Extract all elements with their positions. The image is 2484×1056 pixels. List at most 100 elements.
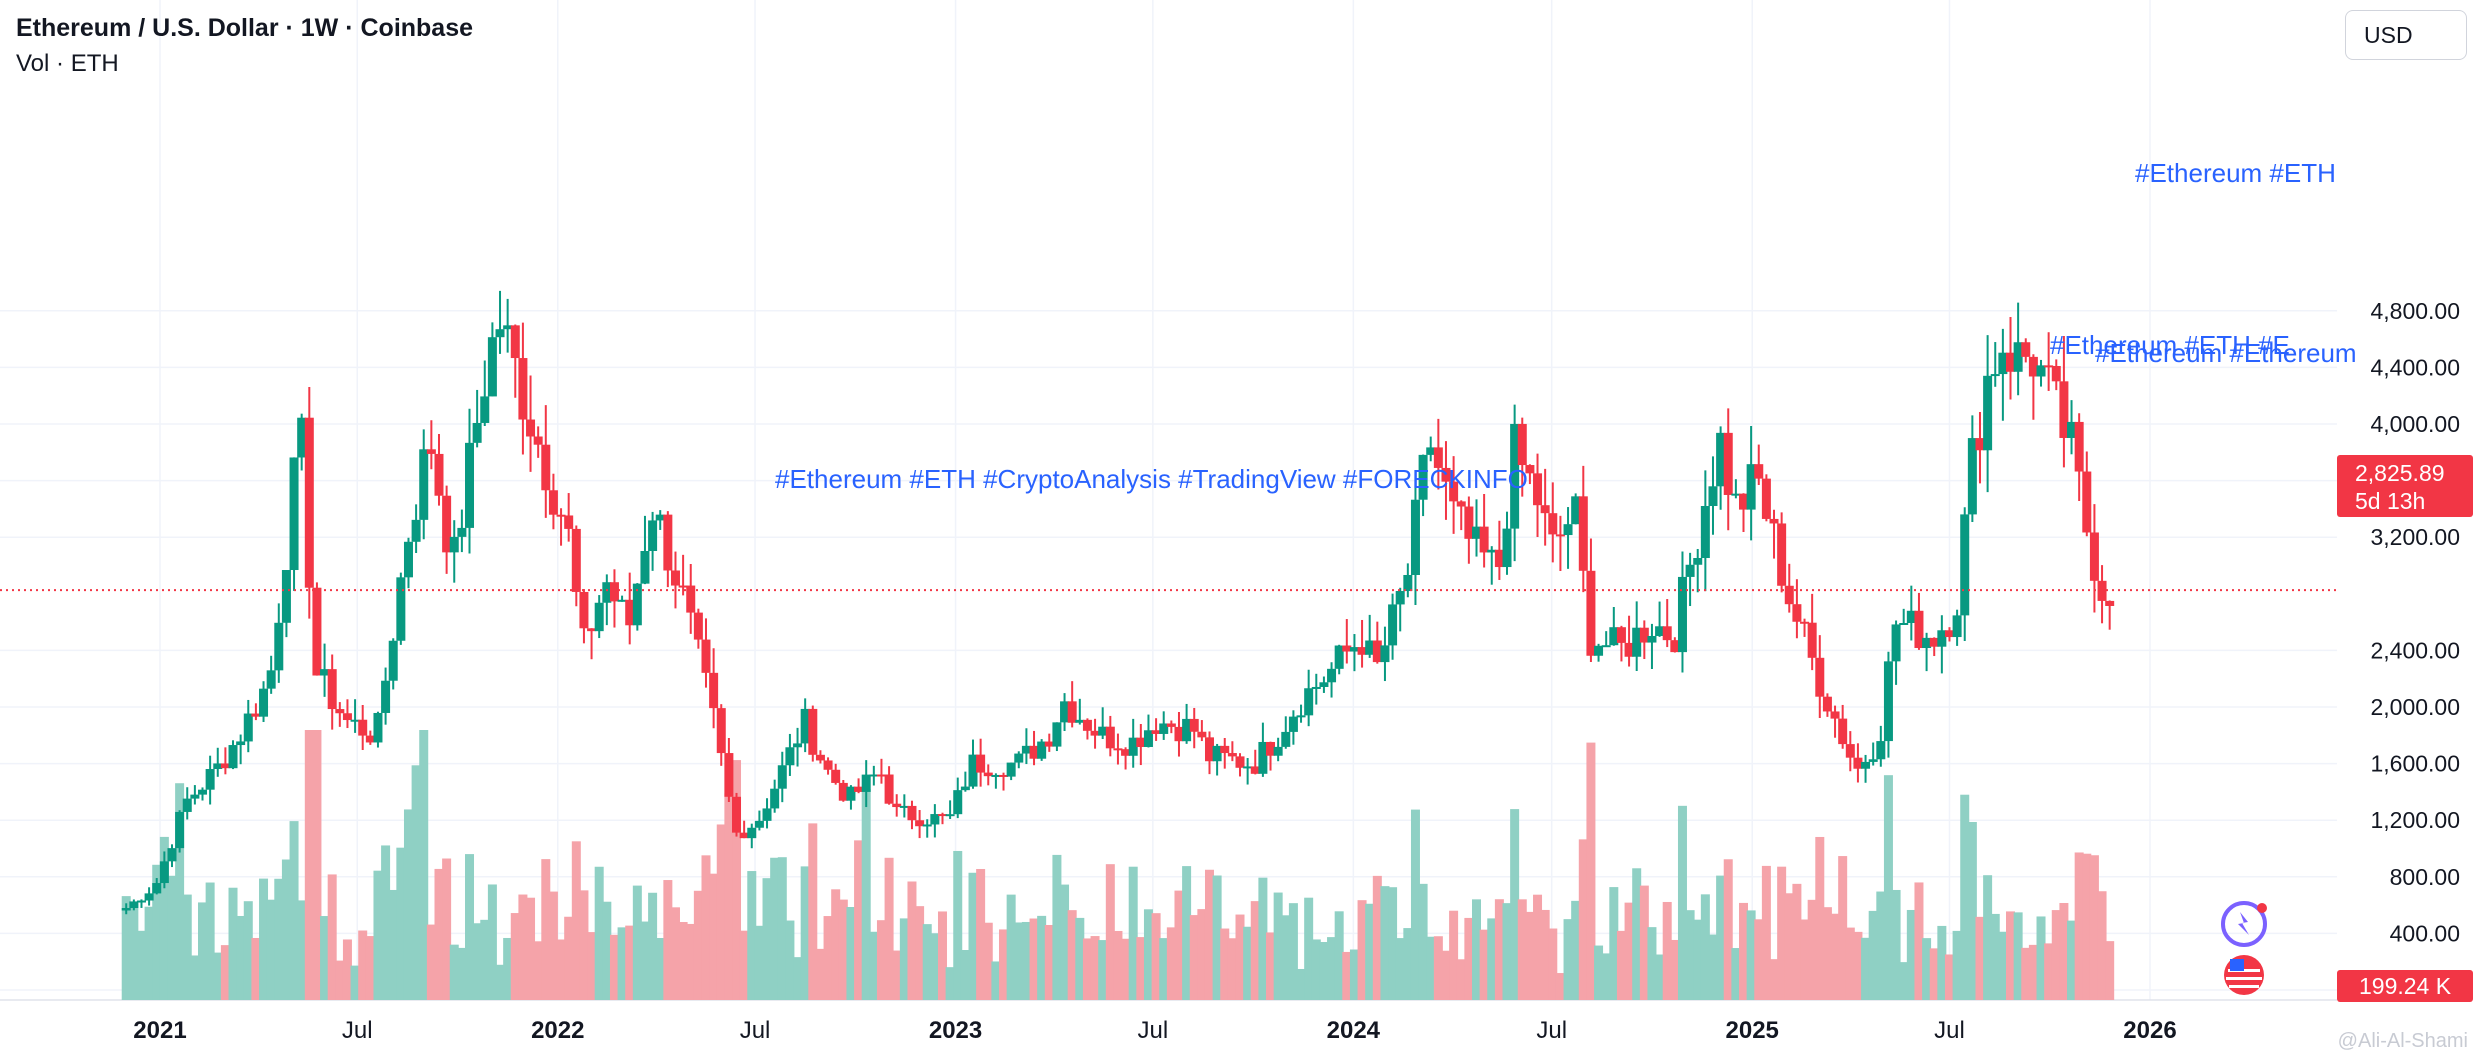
candle-body[interactable] — [365, 735, 375, 743]
candle-body[interactable] — [625, 599, 635, 626]
candle-body[interactable] — [190, 794, 200, 799]
candle-body[interactable] — [434, 453, 444, 496]
candle-body[interactable] — [1944, 630, 1954, 638]
candle-body[interactable] — [968, 754, 978, 787]
candle-body[interactable] — [1922, 637, 1932, 649]
candle-body[interactable] — [167, 848, 177, 862]
candle-body[interactable] — [449, 536, 459, 553]
candle-body[interactable] — [1098, 726, 1108, 736]
candle-body[interactable] — [1487, 549, 1497, 553]
candle-body[interactable] — [747, 827, 757, 839]
candle-body[interactable] — [495, 329, 505, 338]
candle-body[interactable] — [297, 417, 307, 458]
candle-body[interactable] — [2074, 421, 2084, 472]
candle-body[interactable] — [1517, 423, 1527, 466]
candle-body[interactable] — [1983, 375, 1993, 451]
candle-body[interactable] — [2028, 356, 2038, 377]
candle-body[interactable] — [1372, 640, 1382, 663]
candle-body[interactable] — [1067, 701, 1077, 723]
candle-body[interactable] — [1845, 744, 1855, 758]
candle-body[interactable] — [411, 519, 421, 542]
price-axis[interactable]: 4,800.004,400.004,000.003,600.003,200.00… — [2370, 298, 2460, 1003]
candle-body[interactable] — [1891, 624, 1901, 662]
candle-body[interactable] — [358, 719, 368, 736]
candle-body[interactable] — [2105, 600, 2115, 606]
candle-body[interactable] — [1822, 696, 1832, 712]
candle-body[interactable] — [693, 612, 703, 640]
candle-body[interactable] — [1357, 647, 1367, 655]
candle-body[interactable] — [1105, 726, 1115, 749]
candle-body[interactable] — [648, 520, 658, 552]
candle-body[interactable] — [1731, 493, 1741, 496]
candle-body[interactable] — [838, 782, 848, 801]
candle-body[interactable] — [1937, 630, 1947, 647]
candle-body[interactable] — [396, 577, 406, 641]
candle-body[interactable] — [274, 622, 284, 671]
candle-body[interactable] — [159, 861, 169, 884]
candle-body[interactable] — [1212, 745, 1222, 762]
candle-body[interactable] — [1624, 642, 1634, 657]
candle-body[interactable] — [510, 325, 520, 359]
candle-body[interactable] — [976, 754, 986, 773]
candle-body[interactable] — [1830, 711, 1840, 719]
candle-body[interactable] — [1792, 604, 1802, 622]
candle-body[interactable] — [205, 769, 215, 790]
candle-body[interactable] — [1464, 506, 1474, 539]
annotation-mid-a[interactable]: #Ethereum #ETH #E — [2050, 330, 2290, 360]
candle-body[interactable] — [1708, 486, 1718, 507]
candle-body[interactable] — [2059, 381, 2069, 438]
candle-body[interactable] — [1433, 447, 1443, 468]
candle-body[interactable] — [1899, 622, 1909, 625]
candle-body[interactable] — [327, 669, 337, 710]
candle-body[interactable] — [1807, 622, 1817, 658]
candle-body[interactable] — [350, 719, 360, 722]
candlesticks[interactable] — [121, 290, 2115, 915]
candle-body[interactable] — [1723, 432, 1733, 495]
candle-body[interactable] — [1441, 467, 1451, 482]
candle-body[interactable] — [1662, 626, 1672, 641]
candle-body[interactable] — [960, 786, 970, 791]
candle-body[interactable] — [1861, 761, 1871, 769]
candle-body[interactable] — [1632, 627, 1642, 657]
candle-body[interactable] — [1090, 730, 1100, 736]
candle-body[interactable] — [1677, 576, 1687, 653]
candle-body[interactable] — [1006, 762, 1016, 777]
candle-body[interactable] — [1693, 558, 1703, 565]
candle-body[interactable] — [1075, 719, 1085, 723]
candle-body[interactable] — [732, 796, 742, 833]
candle-body[interactable] — [594, 602, 604, 632]
candle-body[interactable] — [846, 786, 856, 801]
candle-body[interactable] — [1563, 524, 1573, 536]
candle-body[interactable] — [922, 824, 932, 827]
candle-body[interactable] — [1418, 454, 1428, 500]
candle-body[interactable] — [1525, 465, 1535, 474]
annotation-top[interactable]: #Ethereum #ETH — [2135, 158, 2336, 188]
candle-body[interactable] — [1456, 501, 1466, 507]
candle-body[interactable] — [793, 743, 803, 748]
candle-body[interactable] — [1594, 645, 1604, 656]
candle-body[interactable] — [1044, 741, 1054, 747]
candle-body[interactable] — [899, 805, 909, 808]
candle-body[interactable] — [953, 790, 963, 815]
candle-body[interactable] — [556, 514, 566, 517]
candle-body[interactable] — [1975, 438, 1985, 451]
candle-body[interactable] — [663, 514, 673, 571]
candle-body[interactable] — [1960, 514, 1970, 616]
candle-body[interactable] — [808, 708, 818, 755]
candle-body[interactable] — [777, 765, 787, 789]
candle-body[interactable] — [1952, 615, 1962, 638]
candle-body[interactable] — [472, 422, 482, 443]
candle-body[interactable] — [1334, 645, 1344, 669]
candle-body[interactable] — [243, 713, 253, 742]
candle-body[interactable] — [304, 417, 314, 588]
candle-body[interactable] — [335, 709, 345, 714]
candle-body[interactable] — [1403, 574, 1413, 592]
candle-body[interactable] — [1502, 528, 1512, 568]
candle-body[interactable] — [381, 680, 391, 713]
candle-body[interactable] — [1380, 645, 1390, 663]
candle-body[interactable] — [121, 908, 131, 911]
candle-body[interactable] — [655, 514, 665, 521]
candle-body[interactable] — [884, 774, 894, 804]
candle-body[interactable] — [1601, 645, 1611, 648]
